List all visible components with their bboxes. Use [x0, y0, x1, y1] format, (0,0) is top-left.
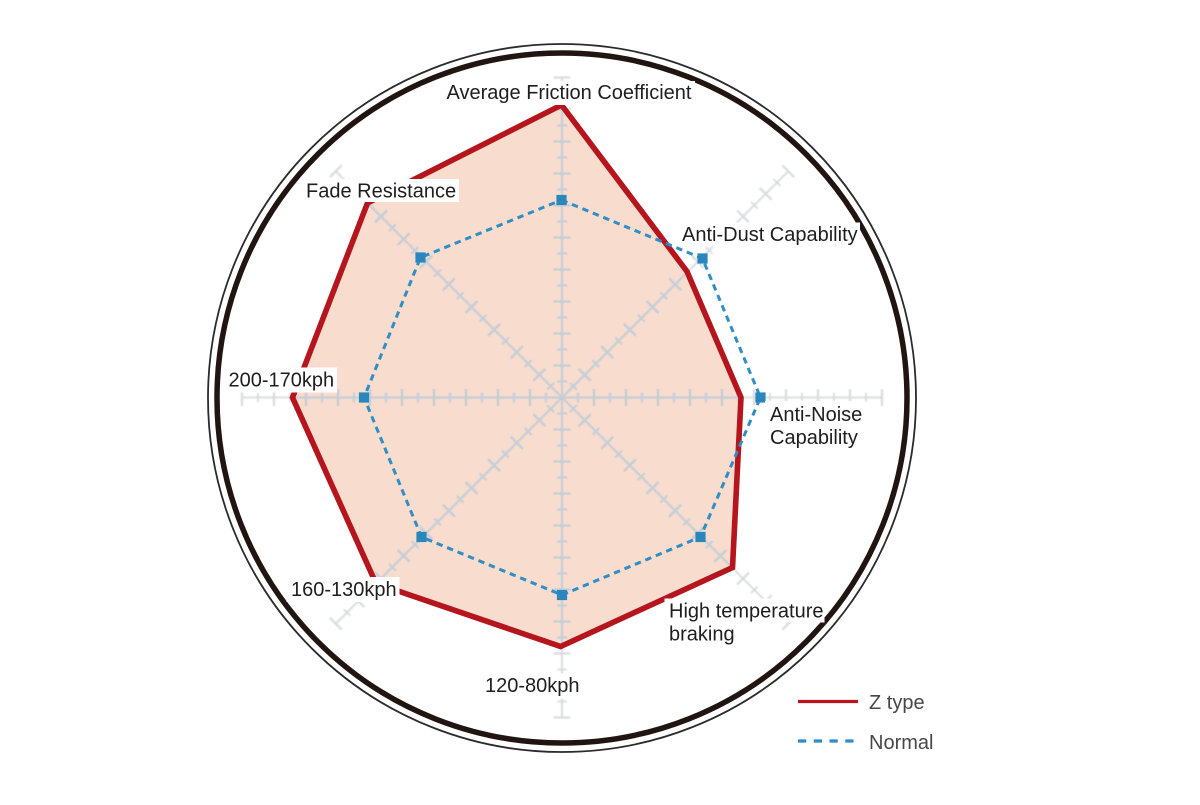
svg-text:120-80kph: 120-80kph	[485, 675, 580, 697]
svg-text:Capability: Capability	[770, 427, 858, 449]
svg-text:braking: braking	[669, 624, 735, 646]
svg-text:High temperature: High temperature	[669, 601, 824, 623]
svg-text:Z type: Z type	[869, 692, 925, 714]
svg-text:Average Friction Coefficient: Average Friction Coefficient	[447, 82, 692, 104]
svg-text:Anti-Dust Capability: Anti-Dust Capability	[682, 224, 858, 246]
svg-text:Normal: Normal	[869, 732, 933, 754]
svg-text:Anti-Noise: Anti-Noise	[770, 404, 862, 426]
svg-text:160-130kph: 160-130kph	[291, 579, 397, 601]
svg-text:Fade Resistance: Fade Resistance	[306, 181, 456, 203]
svg-text:200-170kph: 200-170kph	[229, 370, 335, 392]
